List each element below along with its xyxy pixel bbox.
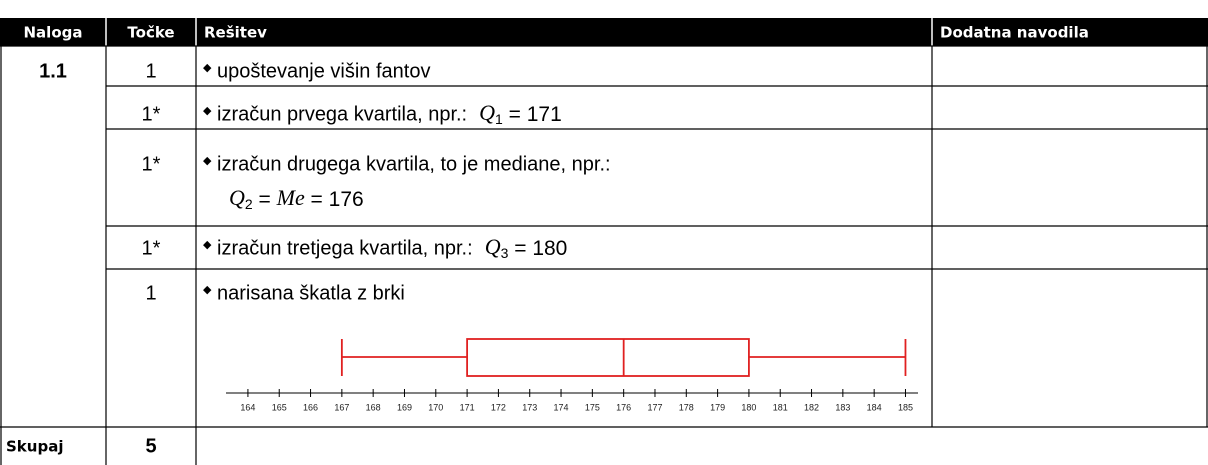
formula-part: Q: [229, 185, 245, 210]
formula-part: 3: [501, 245, 509, 261]
bullet: ◆: [203, 105, 212, 117]
formula: Q2 = Me = 176: [229, 185, 364, 212]
tick-label: 178: [679, 402, 694, 412]
points: 1: [145, 60, 156, 82]
formula-part: =: [253, 188, 277, 211]
formula: Q3 = 180: [485, 234, 568, 261]
points: 1: [145, 282, 156, 304]
formula-part: Me: [276, 185, 305, 210]
solution: izračun tretjega kvartila, npr.:: [217, 237, 473, 259]
tick-label: 175: [585, 402, 600, 412]
tick-label: 179: [710, 402, 725, 412]
tick-label: 183: [835, 402, 850, 412]
tick-label: 169: [397, 402, 412, 412]
solution: izračun prvega kvartila, npr.:: [217, 103, 467, 125]
solution: upoštevanje višin fantov: [217, 60, 430, 82]
total-label: Skupaj: [6, 438, 63, 456]
header-cell: Rešitev: [204, 24, 267, 42]
header-cell: Dodatna navodila: [940, 24, 1089, 42]
formula-part: 180: [532, 237, 567, 260]
points: 1*: [142, 103, 161, 125]
formula-part: Q: [485, 234, 501, 259]
points: 1*: [142, 153, 161, 175]
tick-label: 168: [366, 402, 381, 412]
tick-label: 177: [647, 402, 662, 412]
tick-label: 173: [522, 402, 537, 412]
tick-label: 174: [554, 402, 569, 412]
solution: izračun drugega kvartila, to je mediane,…: [217, 153, 611, 175]
bullet: ◆: [203, 62, 212, 74]
tick-label: 166: [303, 402, 318, 412]
formula: Q1 = 171: [479, 100, 562, 127]
tick-label: 170: [428, 402, 443, 412]
task-number: 1.1: [39, 60, 67, 82]
header-bg: [0, 18, 1208, 46]
tick-label: 176: [616, 402, 631, 412]
formula-part: 176: [329, 188, 364, 211]
tick-label: 165: [272, 402, 287, 412]
formula-part: 1: [495, 111, 503, 127]
formula-part: =: [503, 103, 527, 126]
formula-part: =: [508, 237, 532, 260]
formula-part: 2: [245, 196, 253, 212]
bullet: ◆: [203, 284, 212, 296]
tick-label: 182: [804, 402, 819, 412]
tick-label: 164: [240, 402, 255, 412]
formula-part: Q: [479, 100, 495, 125]
tick-label: 171: [460, 402, 475, 412]
tick-label: 180: [741, 402, 756, 412]
header-cell: Naloga: [24, 24, 83, 42]
formula-part: =: [305, 188, 329, 211]
bullet: ◆: [203, 239, 212, 251]
tick-label: 184: [867, 402, 882, 412]
total: 5: [145, 435, 156, 457]
tick-label: 185: [898, 402, 913, 412]
formula-part: 171: [527, 103, 562, 126]
tick-label: 172: [491, 402, 506, 412]
box: [466, 338, 750, 377]
solution: narisana škatla z brki: [217, 282, 405, 304]
tick-label: 167: [334, 402, 349, 412]
bullet: ◆: [203, 155, 212, 167]
header-cell: Točke: [127, 24, 174, 42]
tick-label: 181: [773, 402, 788, 412]
points: 1*: [142, 237, 161, 259]
